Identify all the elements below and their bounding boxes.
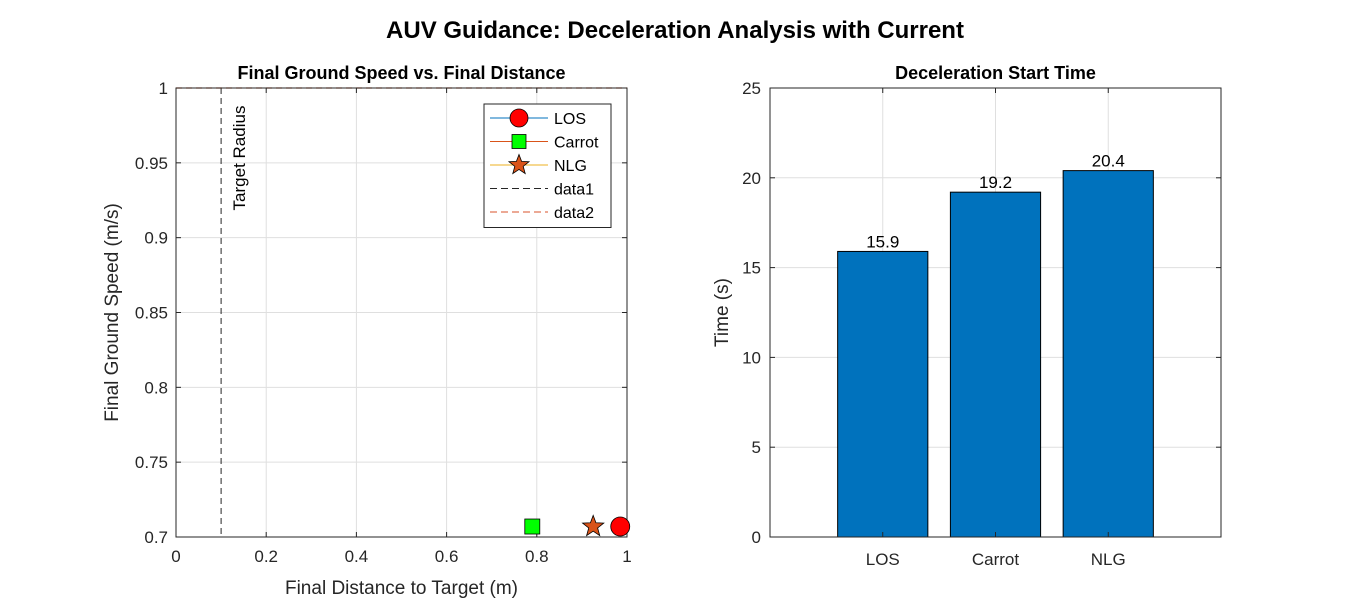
bar-y-tick-label: 10 <box>742 348 761 367</box>
bar-bars: 15.9 19.2 20.4 <box>837 152 1154 538</box>
bar-y-tick-label: 0 <box>752 528 761 547</box>
legend-entry-los: LOS <box>490 108 586 128</box>
scatter-x-tick-label: 0 <box>171 547 180 566</box>
figure-title: AUV Guidance: Deceleration Analysis with… <box>386 17 964 44</box>
scatter-y-tick-label: 1 <box>159 79 168 98</box>
bar-ylabel: Time (s) <box>712 278 733 347</box>
scatter-x-tick-label: 1 <box>622 547 631 566</box>
bar-y-tick-label: 5 <box>752 438 761 457</box>
bar-x-tick-label: NLG <box>1091 550 1126 569</box>
legend-box <box>483 103 612 228</box>
bar-los <box>837 250 929 538</box>
scatter-xlabel: Final Distance to Target (m) <box>285 578 518 599</box>
scatter-grid <box>175 87 628 538</box>
scatter-legend: LOS Carrot NLG data1 data2 <box>483 103 612 228</box>
scatter-y-tick-label: 0.8 <box>144 378 168 397</box>
point-carrot <box>524 518 541 535</box>
scatter-ylabel: Final Ground Speed (m/s) <box>102 203 123 422</box>
bar-nlg <box>1062 170 1154 538</box>
scatter-y-tick-label: 0.9 <box>144 229 168 248</box>
scatter-x-tick-label: 0.2 <box>254 547 278 566</box>
bar-y-tick-label: 15 <box>742 259 761 278</box>
point-los <box>610 516 631 537</box>
legend-label: data2 <box>554 205 594 222</box>
bar-y-tick-label: 20 <box>742 169 761 188</box>
scatter-points <box>524 514 631 537</box>
bar-ticks: 0 5 10 15 20 25 LOS Carrot NLG <box>742 79 1221 569</box>
scatter-y-tick-label: 0.7 <box>144 528 168 547</box>
legend-entry-data1: data1 <box>490 182 594 199</box>
bar-plot: 15.9 19.2 20.4 0 5 10 15 20 25 LOS Carrot NLG Dece… <box>712 63 1222 569</box>
target-radius-label: Target Radius <box>230 106 249 211</box>
scatter-y-tick-label: 0.85 <box>135 304 168 323</box>
scatter-y-tick-label: 0.75 <box>135 453 168 472</box>
scatter-y-tick-label: 0.95 <box>135 154 168 173</box>
bar-carrot <box>949 191 1042 538</box>
bar-value-label: 15.9 <box>866 232 899 251</box>
scatter-ticks: 0 0.2 0.4 0.6 0.8 1 0.7 0.75 0.8 0.85 0.9 0.95 1 <box>135 79 632 566</box>
legend-label: LOS <box>554 111 586 128</box>
bar-x-tick-label: Carrot <box>972 550 1020 569</box>
legend-label: Carrot <box>554 135 599 152</box>
legend-label: NLG <box>554 158 587 175</box>
bar-value-label: 19.2 <box>979 173 1012 192</box>
legend-entry-data2: data2 <box>490 205 594 222</box>
legend-entry-nlg: NLG <box>490 153 587 175</box>
scatter-x-tick-label: 0.8 <box>525 547 549 566</box>
legend-marker-nlg <box>507 153 531 175</box>
scatter-x-tick-label: 0.6 <box>435 547 459 566</box>
bar-value-label: 20.4 <box>1092 152 1125 171</box>
bar-x-tick-label: LOS <box>866 550 900 569</box>
point-nlg <box>581 514 605 537</box>
scatter-plot: Target Radius 0 0.2 0.4 0.6 0.8 1 0.7 0.75 0.8 0.… <box>102 63 632 599</box>
legend-marker-carrot <box>511 134 527 149</box>
bar-title: Deceleration Start Time <box>895 63 1096 83</box>
legend-entry-carrot: Carrot <box>490 134 599 152</box>
scatter-title: Final Ground Speed vs. Final Distance <box>237 63 565 83</box>
legend-label: data1 <box>554 182 594 199</box>
scatter-x-tick-label: 0.4 <box>345 547 369 566</box>
bar-y-tick-label: 25 <box>742 79 761 98</box>
legend-marker-los <box>509 108 529 128</box>
